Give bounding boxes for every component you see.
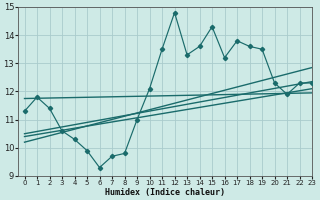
X-axis label: Humidex (Indice chaleur): Humidex (Indice chaleur): [105, 188, 225, 197]
